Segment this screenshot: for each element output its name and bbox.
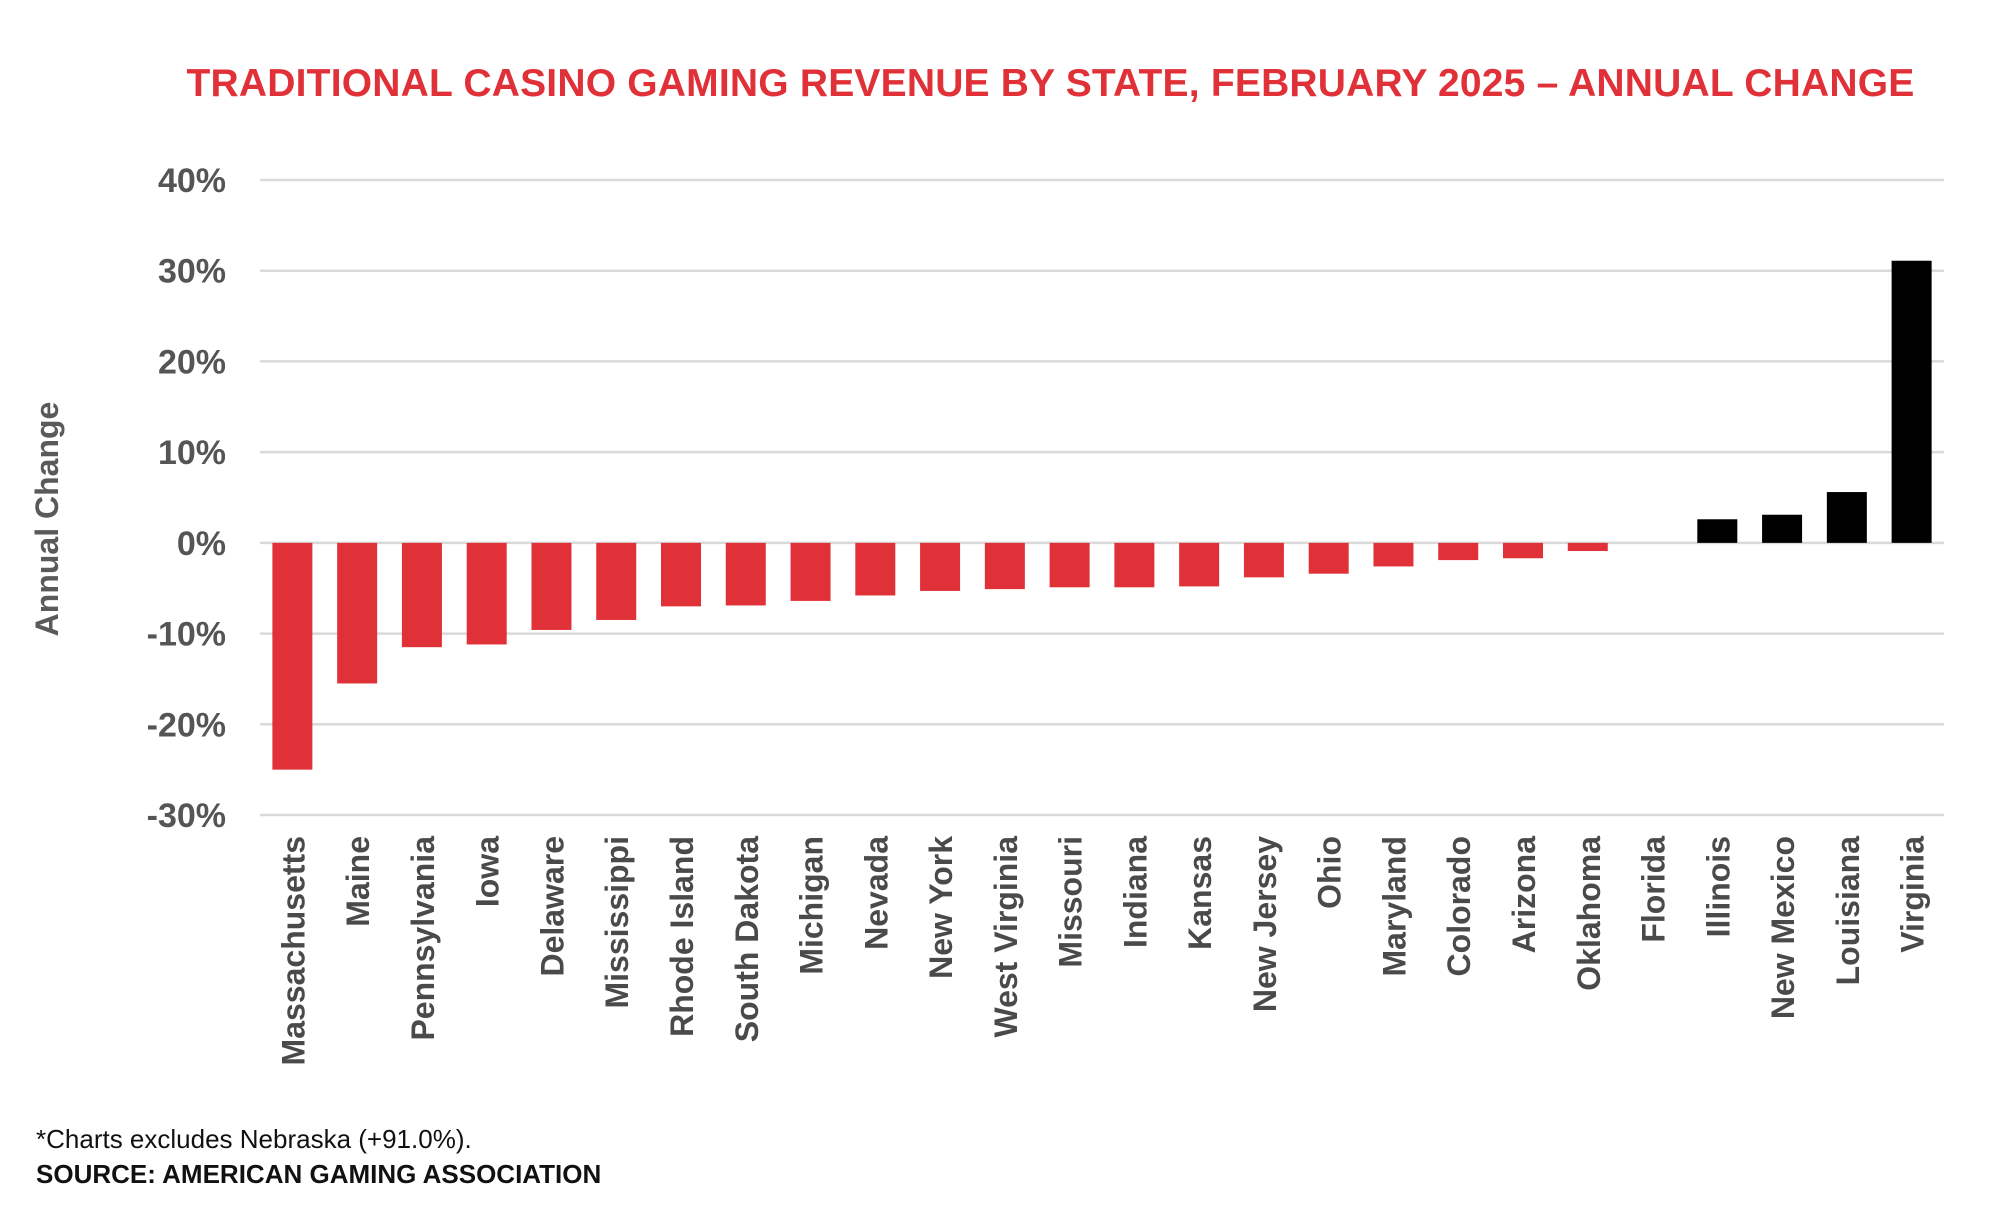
x-tick-label: New Mexico bbox=[1765, 836, 1801, 1019]
x-tick-label: Arizona bbox=[1506, 836, 1542, 954]
x-tick-label: Nevada bbox=[858, 836, 894, 950]
x-tick-label: Ohio bbox=[1312, 836, 1348, 909]
y-tick-label: 30% bbox=[158, 253, 226, 291]
bar-nevada bbox=[855, 542, 896, 596]
x-tick-label: Indiana bbox=[1117, 836, 1153, 948]
x-tick-label: Rhode Island bbox=[664, 836, 700, 1037]
y-axis-ticks: 40% 30% 20% 10% 0% -10% -20% -30% bbox=[147, 162, 226, 835]
bar-delaware bbox=[531, 542, 572, 630]
chart-title: TRADITIONAL CASINO GAMING REVENUE BY STA… bbox=[186, 62, 1915, 105]
bar-michigan bbox=[790, 542, 831, 601]
bar-colorado bbox=[1438, 542, 1479, 561]
bar-virginia bbox=[1891, 260, 1932, 543]
bar-arizona bbox=[1503, 542, 1543, 559]
bar-iowa bbox=[466, 542, 507, 645]
y-tick-label: 10% bbox=[158, 434, 226, 472]
bar-new-mexico bbox=[1762, 514, 1803, 543]
y-axis-title: Annual Change bbox=[29, 402, 65, 637]
y-tick-label: -20% bbox=[147, 706, 226, 744]
bar-maine bbox=[337, 542, 378, 684]
x-tick-label: Mississippi bbox=[599, 836, 635, 1009]
bar-maryland bbox=[1373, 542, 1414, 567]
x-tick-label: Virginia bbox=[1895, 836, 1931, 953]
x-tick-label: Maryland bbox=[1376, 836, 1412, 976]
bar-ohio bbox=[1308, 542, 1349, 574]
bar-louisiana bbox=[1826, 492, 1867, 543]
y-tick-label: 0% bbox=[177, 525, 226, 563]
bar-west-virginia bbox=[984, 542, 1025, 590]
bar-new-york bbox=[920, 542, 961, 591]
bar-rhode-island bbox=[661, 542, 701, 607]
y-tick-label: 20% bbox=[158, 343, 226, 381]
x-tick-label: Iowa bbox=[470, 836, 506, 907]
bar-indiana bbox=[1114, 542, 1155, 588]
x-tick-label: Michigan bbox=[794, 836, 830, 975]
x-tick-label: New Jersey bbox=[1247, 836, 1283, 1012]
x-tick-label: West Virginia bbox=[988, 836, 1024, 1038]
x-axis-labels: Massachusetts Maine Pennsylvania Iowa Delawa… bbox=[275, 836, 1930, 1066]
bar-oklahoma bbox=[1567, 542, 1608, 552]
x-tick-label: Missouri bbox=[1053, 836, 1089, 968]
bar-massachusetts bbox=[272, 542, 313, 770]
y-tick-label: -10% bbox=[147, 616, 226, 654]
x-tick-label: New York bbox=[923, 836, 959, 979]
x-tick-label: Massachusetts bbox=[275, 836, 311, 1065]
x-tick-label: Kansas bbox=[1182, 836, 1218, 950]
x-tick-label: South Dakota bbox=[729, 836, 765, 1042]
bar-new-jersey bbox=[1243, 542, 1284, 578]
x-tick-label: Colorado bbox=[1441, 836, 1477, 976]
x-tick-label: Delaware bbox=[534, 836, 570, 977]
y-tick-label: 40% bbox=[158, 162, 226, 200]
x-tick-label: Maine bbox=[340, 836, 376, 927]
grid-lines bbox=[260, 178, 1944, 817]
bar-south-dakota bbox=[725, 542, 766, 606]
x-tick-label: Louisiana bbox=[1830, 836, 1866, 986]
x-tick-label: Florida bbox=[1636, 836, 1672, 943]
x-tick-label: Illinois bbox=[1700, 836, 1736, 937]
bar-pennsylvania bbox=[401, 542, 442, 648]
bar-mississippi bbox=[596, 542, 637, 620]
bar-illinois bbox=[1697, 519, 1738, 543]
bars bbox=[272, 260, 1932, 770]
source-note: SOURCE: AMERICAN GAMING ASSOCIATION bbox=[36, 1159, 602, 1189]
y-tick-label: -30% bbox=[147, 797, 226, 835]
bar-kansas bbox=[1179, 542, 1220, 587]
x-tick-label: Pennsylvania bbox=[405, 836, 441, 1041]
x-tick-label: Oklahoma bbox=[1571, 836, 1607, 991]
bar-missouri bbox=[1049, 542, 1090, 588]
footnote: *Charts excludes Nebraska (+91.0%). bbox=[36, 1124, 472, 1154]
